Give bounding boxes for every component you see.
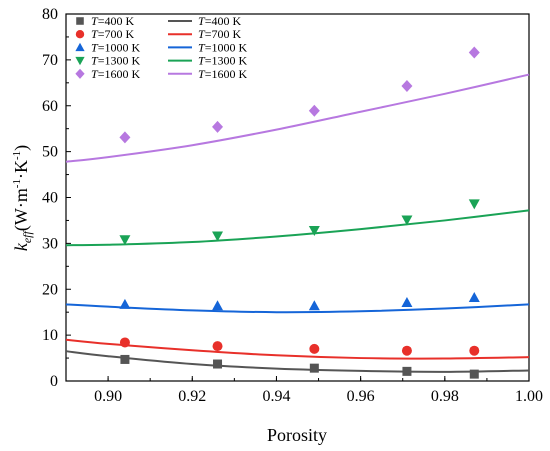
y-axis-title-unit: (W·m xyxy=(11,188,32,231)
data-point xyxy=(401,297,413,308)
legend-line-label: T=1600 K xyxy=(198,67,247,81)
y-tick-label: 0 xyxy=(50,373,58,390)
data-point xyxy=(308,104,320,117)
legend-prefix: T xyxy=(91,67,99,81)
y-axis-title-exp1: -1 xyxy=(11,179,23,188)
y-axis-title-mid: ·K xyxy=(11,160,31,179)
legend-marker-label: T=1000 K xyxy=(91,40,140,54)
legend-prefix: T xyxy=(198,14,206,28)
x-tick-label: 0.98 xyxy=(431,388,459,405)
fit-line xyxy=(65,73,530,163)
legend-prefix: T xyxy=(91,27,99,41)
fit-line xyxy=(65,303,530,314)
y-axis-title-exp2: -1 xyxy=(11,151,23,160)
data-point xyxy=(212,231,224,242)
legend-marker xyxy=(75,42,85,52)
x-tick-label: 1.00 xyxy=(515,388,543,405)
legend-marker-label: T=700 K xyxy=(91,27,134,41)
data-point xyxy=(213,359,223,369)
legend-prefix: T xyxy=(198,27,206,41)
legend-marker xyxy=(75,56,85,66)
x-tick-label: 0.92 xyxy=(178,388,206,405)
legend-label: =700 K xyxy=(98,27,135,41)
y-tick-label: 20 xyxy=(42,281,58,298)
legend: T=400 K T=400 KT=700 K T=700 KT=1000 K T=10… xyxy=(75,14,247,81)
data-point xyxy=(212,120,224,133)
data-point xyxy=(469,369,479,379)
x-axis: 0.90 0.92 0.94 0.96 0.98 1.00 xyxy=(65,376,543,405)
y-tick-label: 80 xyxy=(42,6,58,23)
legend-prefix: T xyxy=(91,40,99,54)
legend-prefix: T xyxy=(91,14,99,28)
fit-line xyxy=(65,338,530,360)
y-tick-label: 70 xyxy=(42,52,58,69)
y-axis-title-k: k xyxy=(11,242,31,251)
legend-prefix: T xyxy=(198,54,206,68)
y-axis-title-subscript: eff xyxy=(20,230,34,244)
legend-label: =1600 K xyxy=(205,67,248,81)
data-point xyxy=(212,341,223,352)
data-point xyxy=(212,300,224,311)
data-point xyxy=(402,366,412,376)
legend-label: =1300 K xyxy=(98,54,141,68)
legend-marker xyxy=(76,17,84,25)
data-point xyxy=(401,215,413,226)
legend-line-label: T=700 K xyxy=(198,27,241,41)
legend-marker xyxy=(75,30,85,39)
legend-marker-label: T=1300 K xyxy=(91,54,140,68)
fit-line xyxy=(65,209,530,247)
legend-marker-label: T=1600 K xyxy=(91,67,140,81)
data-point xyxy=(308,226,320,237)
x-tick-label: 0.90 xyxy=(94,388,122,405)
legend-prefix: T xyxy=(198,40,206,54)
data-point xyxy=(308,300,320,311)
y-tick-label: 30 xyxy=(42,235,58,252)
y-axis: 0 10 20 30 40 50 60 70 80 xyxy=(42,6,71,390)
data-point xyxy=(120,354,130,364)
x-tick-label: 0.96 xyxy=(347,388,375,405)
legend-line-label: T=1300 K xyxy=(198,54,247,68)
data-point xyxy=(309,343,320,354)
y-axis-title: keff(W·m-1·K-1) xyxy=(11,145,34,251)
legend-marker-label: T=400 K xyxy=(91,14,134,28)
data-point xyxy=(468,292,480,303)
data-point xyxy=(119,337,130,348)
legend-prefix: T xyxy=(91,54,99,68)
legend-line-label: T=1000 K xyxy=(198,40,247,54)
y-tick-label: 10 xyxy=(42,327,58,344)
data-point xyxy=(401,80,413,93)
legend-marker xyxy=(75,68,85,79)
legend-label: =400 K xyxy=(205,14,242,28)
legend-label: =1000 K xyxy=(98,40,141,54)
data-point xyxy=(119,131,131,144)
data-point xyxy=(468,46,480,59)
legend-label: =1300 K xyxy=(205,54,248,68)
legend-line-label: T=400 K xyxy=(198,14,241,28)
y-axis-title-end: ) xyxy=(11,145,32,151)
y-tick-label: 40 xyxy=(42,190,58,207)
data-point xyxy=(469,345,480,356)
legend-label: =400 K xyxy=(98,14,135,28)
y-tick-label: 60 xyxy=(42,98,58,115)
y-tick-label: 50 xyxy=(42,144,58,161)
fit-lines xyxy=(65,73,530,373)
data-point xyxy=(309,363,319,373)
legend-label: =1600 K xyxy=(98,67,141,81)
data-point xyxy=(119,235,131,246)
data-point xyxy=(119,298,131,309)
x-axis-title: Porosity xyxy=(267,425,327,445)
data-point xyxy=(401,345,412,356)
fit-line xyxy=(65,350,530,373)
legend-prefix: T xyxy=(198,67,206,81)
legend-label: =1000 K xyxy=(205,40,248,54)
data-point xyxy=(468,199,480,210)
legend-label: =700 K xyxy=(205,27,242,41)
x-tick-label: 0.94 xyxy=(262,388,290,405)
data-markers xyxy=(119,46,480,379)
